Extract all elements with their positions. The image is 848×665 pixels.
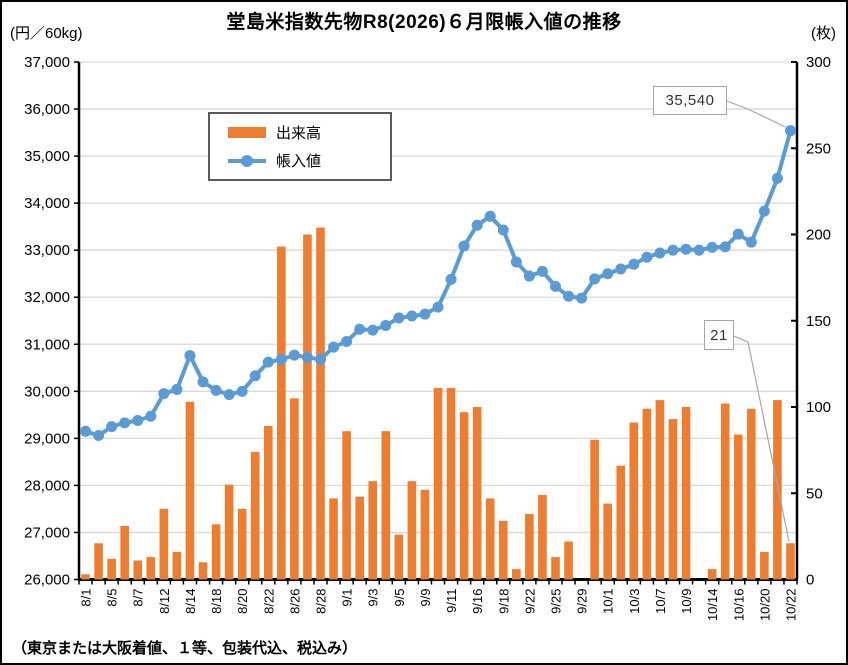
- svg-text:10/3: 10/3: [627, 589, 642, 614]
- svg-text:8/7: 8/7: [131, 589, 146, 607]
- svg-text:9/16: 9/16: [470, 589, 485, 614]
- svg-text:8/12: 8/12: [157, 589, 172, 614]
- svg-text:10/1: 10/1: [601, 589, 616, 614]
- svg-text:29,000: 29,000: [24, 430, 70, 447]
- svg-text:36,000: 36,000: [24, 101, 70, 118]
- svg-text:8/18: 8/18: [209, 589, 224, 614]
- svg-text:150: 150: [806, 313, 831, 330]
- svg-text:10/7: 10/7: [653, 589, 668, 614]
- chart-legend: 出来高 帳入値: [208, 112, 392, 181]
- svg-text:9/11: 9/11: [444, 589, 459, 613]
- chart-footnote: （東京または大阪着値、１等、包装代込、税込み）: [12, 640, 358, 657]
- price-annotation: 35,540: [653, 86, 727, 115]
- svg-text:250: 250: [806, 140, 831, 157]
- svg-text:200: 200: [806, 227, 831, 244]
- price-marker-icon: [241, 154, 253, 167]
- svg-text:10/22: 10/22: [783, 589, 798, 622]
- svg-text:33,000: 33,000: [24, 242, 70, 259]
- svg-text:28,000: 28,000: [24, 477, 70, 494]
- svg-text:37,000: 37,000: [24, 54, 70, 71]
- svg-text:9/25: 9/25: [548, 589, 563, 614]
- svg-text:8/14: 8/14: [183, 589, 198, 614]
- svg-text:9/9: 9/9: [418, 589, 433, 607]
- volume-swatch-icon: [228, 126, 266, 138]
- svg-text:9/22: 9/22: [522, 589, 537, 614]
- svg-text:10/14: 10/14: [705, 589, 720, 622]
- svg-text:35,000: 35,000: [24, 148, 70, 165]
- svg-text:31,000: 31,000: [24, 336, 70, 353]
- right-axis-unit-label: (枚): [811, 25, 836, 42]
- svg-text:9/3: 9/3: [366, 589, 381, 607]
- svg-text:26,000: 26,000: [24, 572, 70, 589]
- svg-text:10/16: 10/16: [731, 589, 746, 622]
- svg-text:10/20: 10/20: [757, 589, 772, 622]
- svg-text:8/26: 8/26: [287, 589, 302, 614]
- svg-text:27,000: 27,000: [24, 524, 70, 541]
- svg-text:0: 0: [806, 572, 814, 589]
- legend-label-volume: 出来高: [276, 124, 322, 142]
- svg-text:34,000: 34,000: [24, 195, 70, 212]
- svg-text:10/9: 10/9: [679, 589, 694, 614]
- svg-text:32,000: 32,000: [24, 289, 70, 306]
- legend-item-volume: 出来高: [228, 122, 390, 143]
- volume-annotation: 21: [704, 320, 734, 350]
- chart-title: 堂島米指数先物R8(2026)６月限帳入値の推移: [226, 12, 622, 33]
- svg-text:9/29: 9/29: [575, 589, 590, 614]
- svg-text:50: 50: [806, 485, 823, 502]
- left-axis-unit-label: (円／60kg): [10, 25, 83, 42]
- price-swatch-icon: [228, 154, 266, 167]
- svg-text:9/18: 9/18: [496, 589, 511, 614]
- svg-text:8/5: 8/5: [105, 589, 120, 607]
- legend-item-price: 帳入値: [228, 150, 390, 171]
- svg-text:30,000: 30,000: [24, 383, 70, 400]
- svg-text:8/20: 8/20: [235, 589, 250, 614]
- svg-text:9/5: 9/5: [392, 589, 407, 607]
- legend-label-price: 帳入値: [276, 153, 322, 171]
- svg-text:8/28: 8/28: [314, 589, 329, 614]
- svg-text:8/22: 8/22: [261, 589, 276, 614]
- svg-text:100: 100: [806, 399, 831, 416]
- svg-text:300: 300: [806, 54, 831, 71]
- svg-text:9/1: 9/1: [340, 589, 355, 607]
- svg-text:8/1: 8/1: [79, 589, 94, 607]
